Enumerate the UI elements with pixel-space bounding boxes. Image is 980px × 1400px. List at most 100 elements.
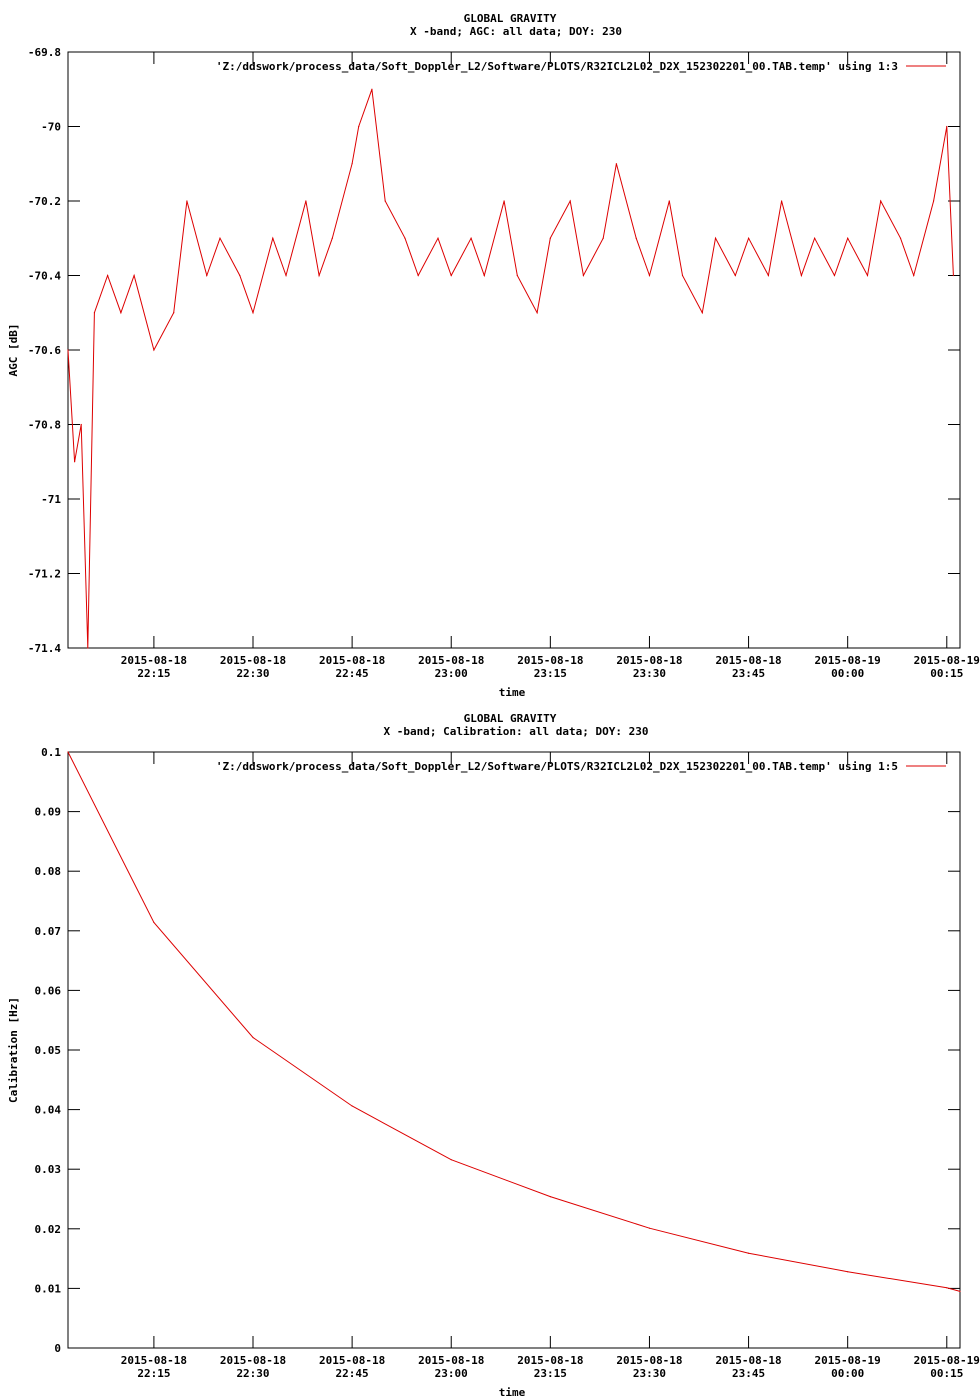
- data-point: [582, 274, 584, 277]
- plot-frame: [67, 51, 961, 649]
- x-tick-date: 2015-08-18: [121, 1354, 187, 1367]
- x-tick-time: 23:00: [435, 1367, 468, 1380]
- chart-title: GLOBAL GRAVITY: [464, 12, 557, 25]
- y-tick-label: -69.8: [28, 46, 61, 59]
- y-tick-label: 0.06: [35, 984, 62, 997]
- y-tick-label: 0.03: [35, 1163, 62, 1176]
- y-tick-label: -70.8: [28, 419, 61, 432]
- data-point: [549, 237, 551, 239]
- x-tick-time: 23:15: [534, 667, 567, 680]
- y-tick-label: 0.1: [41, 746, 61, 759]
- data-point: [470, 237, 472, 239]
- data-point: [483, 274, 485, 277]
- data-point: [833, 274, 836, 277]
- data-point: [681, 274, 684, 277]
- x-tick-time: 22:30: [236, 1367, 269, 1380]
- x-tick-date: 2015-08-19: [815, 654, 881, 667]
- legend-label: 'Z:/ddswork/process_data/Soft_Doppler_L2…: [216, 760, 898, 773]
- data-point: [120, 312, 122, 314]
- data-point: [847, 1271, 849, 1273]
- y-tick-label: -71.4: [28, 642, 61, 655]
- data-point: [417, 274, 419, 277]
- y-tick-label: -70.2: [28, 195, 61, 208]
- data-point: [913, 274, 915, 277]
- x-tick-date: 2015-08-18: [319, 1354, 385, 1367]
- data-point: [80, 423, 82, 426]
- x-tick-date: 2015-08-19: [914, 654, 980, 667]
- y-tick-label: -70.4: [28, 270, 61, 283]
- x-tick-date: 2015-08-18: [616, 654, 682, 667]
- data-point: [186, 200, 188, 202]
- data-point: [880, 200, 882, 202]
- data-point: [701, 312, 703, 314]
- plot-frame: [67, 751, 961, 1349]
- data-point: [959, 1290, 961, 1292]
- data-point: [206, 274, 208, 277]
- y-tick-label: 0.05: [35, 1044, 62, 1057]
- data-point: [866, 274, 869, 277]
- y-tick-label: -71.2: [28, 568, 61, 581]
- data-point: [847, 237, 849, 239]
- data-point: [648, 1227, 651, 1229]
- x-tick-time: 23:30: [633, 1367, 666, 1380]
- data-point: [952, 274, 954, 277]
- data-point: [734, 274, 736, 277]
- x-tick-time: 23:00: [435, 667, 468, 680]
- x-tick-date: 2015-08-18: [715, 654, 781, 667]
- x-tick-time: 22:15: [137, 667, 170, 680]
- x-tick-date: 2015-08-18: [220, 1354, 286, 1367]
- legend-label: 'Z:/ddswork/process_data/Soft_Doppler_L2…: [216, 60, 898, 73]
- y-tick-label: 0.09: [35, 806, 62, 819]
- x-tick-date: 2015-08-18: [418, 654, 484, 667]
- data-point: [285, 274, 287, 277]
- data-point: [437, 237, 439, 239]
- x-tick-date: 2015-08-18: [517, 1354, 583, 1367]
- x-axis-label: time: [499, 686, 526, 699]
- data-point: [331, 237, 333, 239]
- y-tick-label: -70: [41, 121, 61, 134]
- data-point: [635, 237, 637, 239]
- x-tick-time: 22:45: [336, 667, 369, 680]
- x-tick-time: 00:00: [831, 1367, 864, 1380]
- data-point: [371, 88, 373, 90]
- x-tick-date: 2015-08-18: [517, 654, 583, 667]
- x-tick-date: 2015-08-18: [220, 654, 286, 667]
- data-point: [747, 237, 750, 239]
- data-point: [549, 1196, 551, 1198]
- data-point: [932, 200, 935, 202]
- data-point: [668, 200, 670, 202]
- data-point: [946, 1287, 948, 1289]
- data-point: [747, 1252, 750, 1254]
- data-point: [800, 274, 803, 277]
- y-tick-label: 0: [54, 1342, 61, 1355]
- data-point: [516, 274, 518, 277]
- data-point: [781, 200, 783, 202]
- chart-subtitle: X -band; Calibration: all data; DOY: 230: [384, 725, 649, 738]
- x-tick-date: 2015-08-18: [418, 1354, 484, 1367]
- data-point: [252, 1036, 254, 1039]
- x-tick-time: 00:15: [930, 1367, 963, 1380]
- data-point: [358, 125, 360, 128]
- x-tick-time: 23:30: [633, 667, 666, 680]
- data-point: [133, 274, 135, 277]
- series-line: [67, 89, 954, 649]
- data-point: [173, 312, 175, 314]
- x-tick-time: 23:45: [732, 667, 765, 680]
- y-tick-label: 0.07: [35, 925, 62, 938]
- x-tick-date: 2015-08-18: [121, 654, 187, 667]
- x-tick-date: 2015-08-18: [319, 654, 385, 667]
- x-tick-time: 22:30: [236, 667, 269, 680]
- x-tick-time: 23:45: [732, 1367, 765, 1380]
- x-tick-time: 22:45: [336, 1367, 369, 1380]
- data-point: [602, 237, 604, 239]
- y-axis-label: AGC [dB]: [7, 324, 20, 377]
- x-tick-date: 2015-08-18: [715, 1354, 781, 1367]
- data-point: [272, 237, 274, 239]
- y-tick-label: 0.08: [35, 865, 62, 878]
- data-point: [153, 349, 155, 351]
- data-point: [305, 200, 307, 202]
- data-point: [318, 274, 320, 277]
- x-tick-date: 2015-08-18: [616, 1354, 682, 1367]
